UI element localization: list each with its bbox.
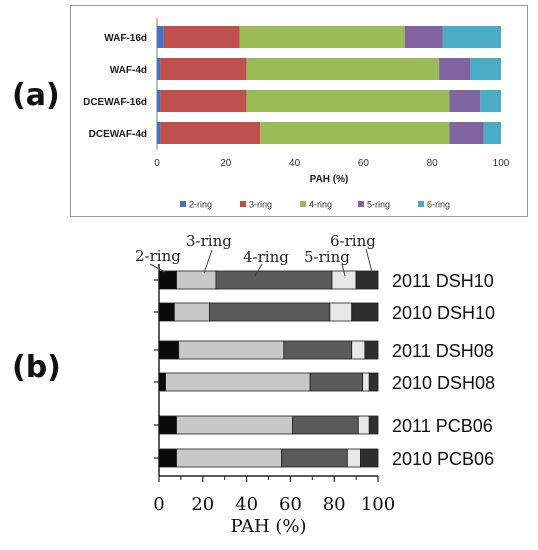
panel-b-x-tick-label: 40 [235, 494, 258, 515]
panel-a-x-tick-label: 100 [493, 158, 510, 169]
panel-a-bar-dcewaf-16d-3-ring [160, 90, 247, 112]
panel-b-bar-2010-pcb06-4-ring [281, 448, 348, 468]
panel-a-label: (a) [12, 78, 60, 113]
panel-b-bar-2010-dsh08-4-ring [309, 372, 364, 392]
panel-a-x-tick-label: 0 [154, 158, 160, 169]
panel-b-bar-2010-pcb06-3-ring [176, 448, 283, 468]
panel-b-bar-2011-dsh08-4-ring [283, 340, 353, 360]
panel-b-bar-2010-dsh08-5-ring [362, 372, 370, 392]
panel-a-legend-label: 6-ring [427, 200, 450, 210]
panel-a-bar-waf-4d-3-ring [160, 58, 247, 80]
panel-a-legend-swatch-6-ring [418, 201, 424, 207]
panel-b-bar-2010-dsh10-6-ring [351, 302, 379, 322]
panel-b-bar-2010-pcb06-2-ring [158, 448, 177, 468]
panel-a-bar-dcewaf-16d-2-ring [157, 90, 161, 112]
panel-a-bar-dcewaf-16d-4-ring [246, 90, 450, 112]
panel-a-bar-dcewaf-4d-5-ring [449, 122, 484, 144]
panel-a-x-tick-label: 60 [358, 158, 370, 169]
panel-a-category-label: WAF-4d [110, 65, 147, 76]
panel-b-bar-2011-dsh10-4-ring [215, 270, 333, 290]
panel-b-bar-2011-dsh08-5-ring [351, 340, 366, 360]
panel-a-legend-swatch-2-ring [180, 201, 186, 207]
panel-b-bar-2010-dsh08-2-ring [158, 372, 166, 392]
panel-b-bar-2011-pcb06-4-ring [292, 415, 359, 435]
panel-b-bar-2010-pcb06-5-ring [346, 448, 361, 468]
panel-a-legend-label: 3-ring [249, 200, 272, 210]
panel-b-bar-2011-pcb06-6-ring [368, 415, 379, 435]
panel-b-bar-2011-dsh10-6-ring [355, 270, 379, 290]
panel-b-category-label: 2011 PCB06 [392, 416, 493, 436]
panel-b-annotation-4-ring: 4-ring [243, 248, 289, 266]
panel-b-annotation-5-ring: 5-ring [304, 248, 350, 266]
panel-b-bar-2010-dsh10-2-ring [158, 302, 175, 322]
panel-a-bar-waf-4d-5-ring [439, 58, 471, 80]
panel-a-category-label: DCEWAF-4d [89, 129, 147, 140]
panel-a-legend-swatch-4-ring [300, 201, 306, 207]
panel-a-x-tick-label: 80 [427, 158, 439, 169]
panel-a-bar-waf-16d-4-ring [239, 26, 405, 48]
panel-b-annotation-leader [365, 248, 373, 273]
panel-b-category-label: 2010 PCB06 [392, 449, 494, 469]
panel-a-legend-swatch-3-ring [240, 201, 246, 207]
panel-b-bar-2010-dsh10-4-ring [208, 302, 331, 322]
panel-b-annotation-6-ring: 6-ring [330, 232, 376, 250]
panel-b-bar-2010-dsh10-5-ring [329, 302, 353, 322]
panel-b-bar-2010-pcb06-6-ring [360, 448, 379, 468]
panel-b-label: (b) [12, 350, 61, 385]
panel-b-x-tick-label: 100 [361, 494, 395, 515]
panel-a-bar-waf-4d-4-ring [246, 58, 440, 80]
panel-b-bar-2011-dsh10-2-ring [158, 270, 177, 290]
panel-a-bar-dcewaf-4d-2-ring [157, 122, 161, 144]
panel-b-x-tick-label: 0 [153, 494, 164, 515]
panel-b-category-label: 2011 DSH10 [392, 271, 494, 291]
panel-b-bar-2011-pcb06-5-ring [357, 415, 370, 435]
panel-a-bar-waf-16d-6-ring [442, 26, 501, 48]
panel-b-x-tick-label: 80 [323, 494, 346, 515]
panel-b-bar-2010-dsh08-3-ring [165, 372, 311, 392]
panel-b-annotation-leader [149, 263, 166, 273]
panel-b-bar-2011-dsh08-2-ring [158, 340, 180, 360]
panel-b-annotation-3-ring: 3-ring [186, 232, 232, 250]
panel-b-x-tick-label: 60 [279, 494, 302, 515]
panel-a-bar-waf-4d-6-ring [470, 58, 501, 80]
panel-b-bar-2011-pcb06-3-ring [176, 415, 293, 435]
panel-a-bar-waf-4d-2-ring [157, 58, 161, 80]
panel-a-bar-dcewaf-4d-4-ring [260, 122, 450, 144]
panel-a-legend-label: 4-ring [309, 200, 332, 210]
panel-a-bar-waf-16d-3-ring [163, 26, 240, 48]
panel-b-bar-2010-dsh10-3-ring [173, 302, 210, 322]
panel-b-bar-2011-dsh10-3-ring [176, 270, 217, 290]
panel-a-legend-label: 2-ring [189, 200, 212, 210]
panel-a-bar-waf-16d-2-ring [157, 26, 164, 48]
panel-a-x-tick-label: 40 [289, 158, 301, 169]
panel-b-annotation-2-ring: 2-ring [135, 247, 181, 265]
panel-b-bar-2010-dsh08-6-ring [368, 372, 379, 392]
panel-b-annotation-leader [254, 263, 263, 277]
panel-a-x-axis-title: PAH (%) [310, 174, 349, 185]
panel-a-bar-dcewaf-16d-6-ring [480, 90, 501, 112]
panel-a-category-label: DCEWAF-16d [83, 97, 147, 108]
panel-b-annotation-leader [341, 263, 346, 277]
panel-b-bar-2011-pcb06-2-ring [158, 415, 177, 435]
panel-a-bar-dcewaf-4d-6-ring [483, 122, 501, 144]
panel-a-category-label: WAF-16d [104, 33, 147, 44]
panel-b-bar-2011-dsh08-6-ring [364, 340, 379, 360]
panel-a-frame [70, 5, 528, 217]
panel-b-bar-2011-dsh08-3-ring [178, 340, 285, 360]
panel-a-bar-dcewaf-16d-5-ring [449, 90, 481, 112]
panel-a-x-tick-label: 20 [220, 158, 232, 169]
panel-b-x-axis-title: PAH (%) [230, 516, 306, 537]
panel-a-legend-swatch-5-ring [358, 201, 364, 207]
panel-b-category-label: 2010 DSH08 [392, 373, 495, 393]
panel-b-category-label: 2011 DSH08 [392, 341, 494, 361]
panel-b-annotation-leader [203, 249, 213, 274]
panel-a-bar-waf-16d-5-ring [404, 26, 443, 48]
panel-b-x-tick-label: 20 [191, 494, 214, 515]
panel-b-category-label: 2010 DSH10 [392, 303, 495, 323]
panel-a-legend-label: 5-ring [367, 200, 390, 210]
panel-a-bar-dcewaf-4d-3-ring [160, 122, 261, 144]
